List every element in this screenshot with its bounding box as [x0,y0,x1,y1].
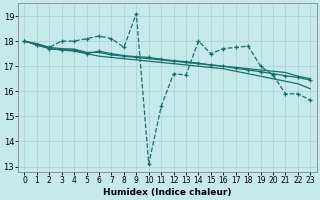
X-axis label: Humidex (Indice chaleur): Humidex (Indice chaleur) [103,188,232,197]
